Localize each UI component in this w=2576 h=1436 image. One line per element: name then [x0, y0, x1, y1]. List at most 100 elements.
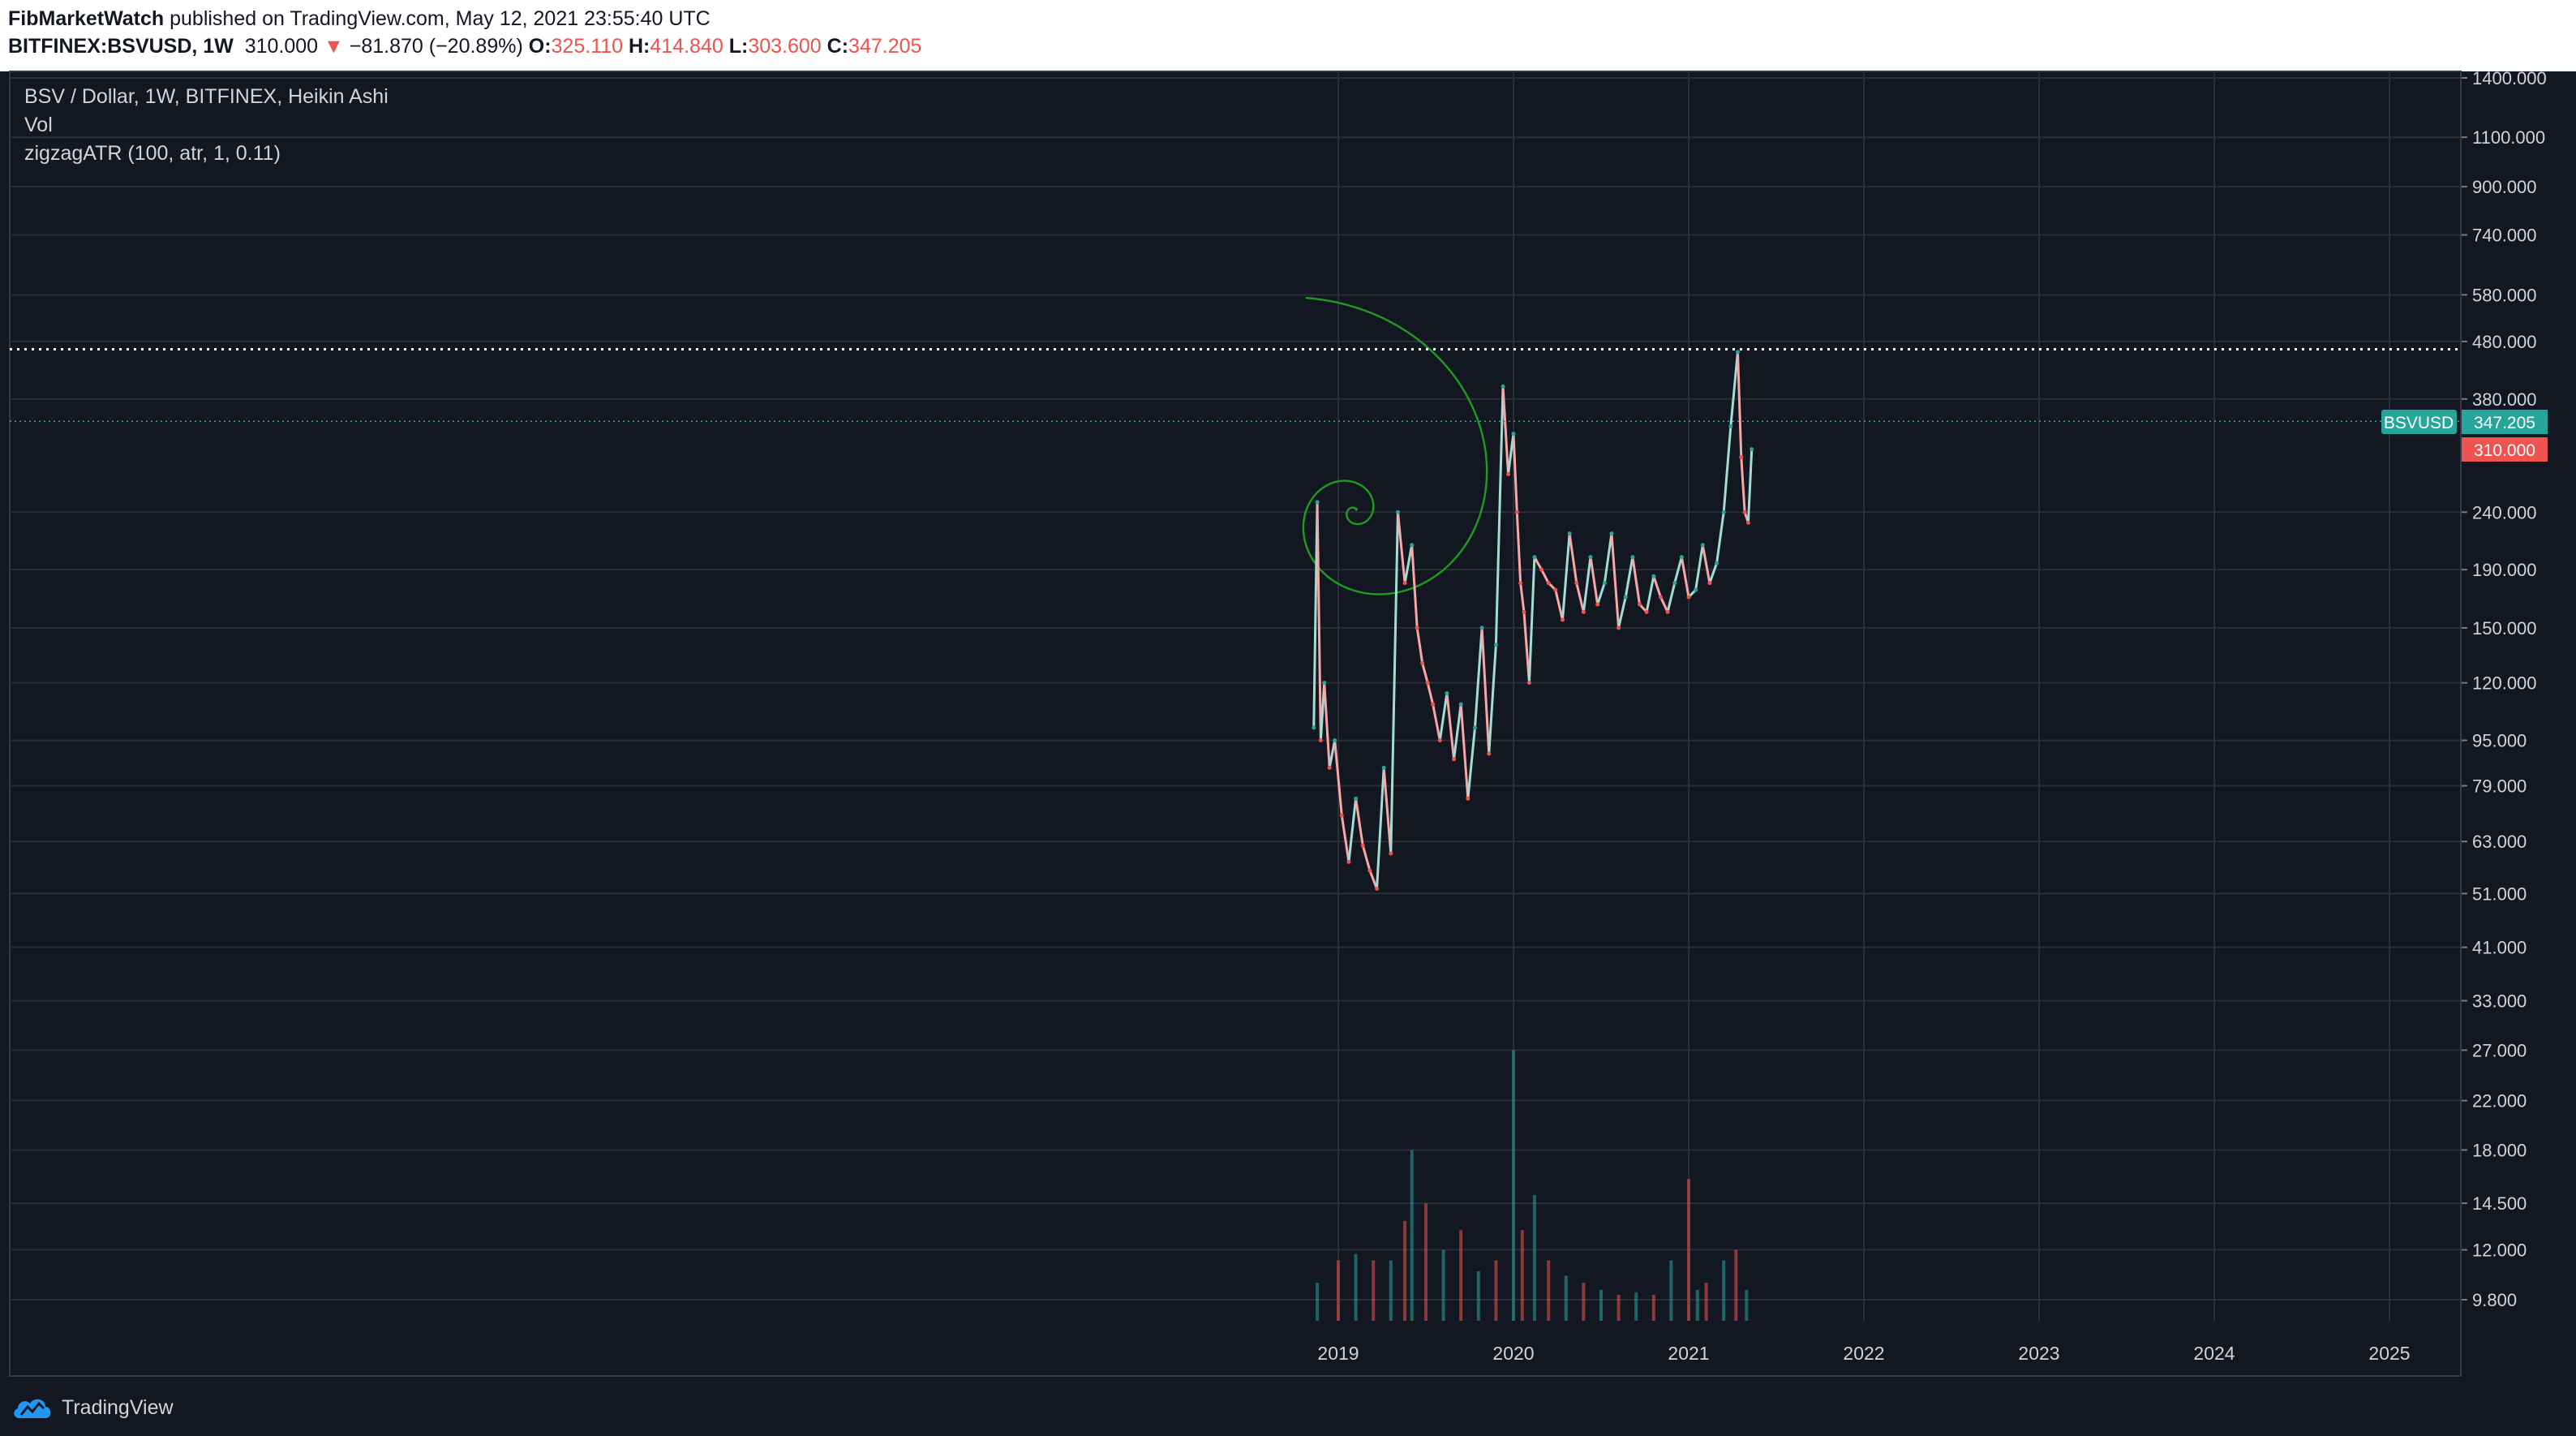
price-point [1415, 626, 1419, 630]
legend-indicator[interactable]: zigzagATR (100, atr, 1, 0.11) [24, 142, 281, 165]
close-badge [2462, 410, 2548, 434]
price-segment [1328, 739, 1337, 769]
fib-spiral-drawing[interactable] [1302, 296, 1488, 595]
price-point [1735, 350, 1740, 355]
price-segment [1459, 703, 1470, 800]
price-point [1501, 384, 1505, 389]
low-label: L: [728, 35, 749, 58]
brand-name: TradingView [62, 1395, 174, 1419]
price-segment [1316, 501, 1322, 742]
price-point [1630, 555, 1635, 560]
y-tick-label: 740.000 [2472, 226, 2537, 246]
volume-bar [1669, 1260, 1673, 1321]
x-tick-label: 2021 [1668, 1343, 1709, 1364]
legend-volume[interactable]: Vol [24, 114, 53, 136]
price-point [1665, 609, 1670, 614]
legend-title[interactable]: BSV / Dollar, 1W, BITFINEX, Heikin Ashi [24, 85, 389, 108]
price-segment [1480, 626, 1491, 755]
price-point [1333, 738, 1337, 743]
price-point [1567, 531, 1572, 536]
volume-bar [1695, 1289, 1699, 1321]
author-name[interactable]: FibMarketWatch [8, 7, 165, 30]
y-tick-label: 240.000 [2472, 502, 2537, 522]
price-point [1623, 595, 1628, 600]
price-point [1420, 660, 1425, 665]
price-segment [1533, 556, 1543, 571]
price-segment [1432, 703, 1441, 742]
price-segment [1736, 350, 1743, 459]
price-point [1739, 455, 1744, 460]
price-point [1658, 595, 1663, 600]
volume-bar [1616, 1294, 1621, 1321]
last-price: 310.000 [244, 35, 319, 58]
volume-bar [1410, 1150, 1414, 1321]
price-point [1437, 738, 1442, 743]
price-point [1644, 609, 1649, 614]
price-segment [1453, 703, 1462, 761]
price-segment [1519, 582, 1526, 613]
volume-bar [1389, 1260, 1393, 1321]
price-point [1511, 432, 1516, 436]
price-point [1506, 471, 1511, 476]
price-segment [1603, 532, 1613, 585]
publish-info: FibMarketWatch published on TradingView.… [8, 6, 711, 31]
price-segment [1694, 544, 1704, 591]
price-point [1595, 602, 1600, 607]
price-point [1574, 581, 1579, 586]
price-segment [1652, 574, 1662, 599]
price-axis[interactable]: 1400.000 1100.000 900.000 740.000 580.000 480… [2460, 68, 2547, 1376]
price-segment [1389, 510, 1399, 855]
y-tick-label: 12.000 [2472, 1240, 2527, 1261]
price-segment [1376, 766, 1385, 890]
low-value: 303.600 [748, 35, 822, 58]
price-point [1532, 555, 1537, 560]
price-point [1526, 681, 1531, 686]
grid [10, 71, 2461, 1321]
publish-header: FibMarketWatch published on TradingView.… [0, 0, 2576, 71]
price-series [1312, 350, 1754, 891]
volume-bar [1651, 1294, 1655, 1321]
x-tick-label: 2023 [2018, 1343, 2059, 1364]
time-axis[interactable]: 2019 2020 2021 2022 2023 2024 2025 [10, 1343, 2461, 1377]
volume-bar [1722, 1260, 1726, 1321]
volume-bar [1459, 1230, 1463, 1321]
price-point [1410, 543, 1415, 548]
down-arrow-icon: ▼ [324, 35, 344, 58]
price-segment [1333, 739, 1343, 817]
price-point [1431, 702, 1436, 707]
price-point [1360, 843, 1365, 848]
price-point [1354, 796, 1359, 801]
price-pane[interactable] [9, 71, 2462, 1377]
price-segment [1582, 556, 1592, 613]
y-tick-label: 27.000 [2472, 1040, 2527, 1060]
y-tick-label: 51.000 [2472, 884, 2527, 904]
price-segment [1708, 561, 1719, 585]
price-point [1651, 574, 1656, 578]
price-point [1539, 567, 1544, 572]
price-segment [1323, 681, 1331, 769]
price-point [1445, 691, 1449, 696]
price-segment [1673, 556, 1683, 585]
price-segment [1610, 532, 1621, 630]
price-point [1479, 626, 1484, 630]
volume-bar [1372, 1260, 1376, 1321]
price-segment [1445, 692, 1456, 761]
volume-bar [1520, 1230, 1524, 1321]
price-point [1346, 859, 1351, 864]
price-segment [1522, 610, 1531, 685]
published-text: published on TradingView.com, May 12, 20… [170, 7, 711, 30]
volume-bar [1532, 1194, 1536, 1321]
price-segment [1515, 510, 1522, 585]
price-point [1518, 581, 1523, 586]
y-tick-label: 1400.000 [2472, 68, 2547, 88]
price-segment [1561, 532, 1571, 621]
ohlc-line: BITFINEX:BSVUSD, 1W 310.000 ▼ −81.870 (−… [8, 34, 921, 58]
price-point [1312, 725, 1316, 730]
price-point [1493, 643, 1498, 647]
price-point [1522, 609, 1526, 614]
price-segment [1355, 797, 1364, 847]
price-point [1553, 587, 1558, 592]
price-point [1588, 555, 1593, 560]
price-point [1728, 424, 1733, 429]
